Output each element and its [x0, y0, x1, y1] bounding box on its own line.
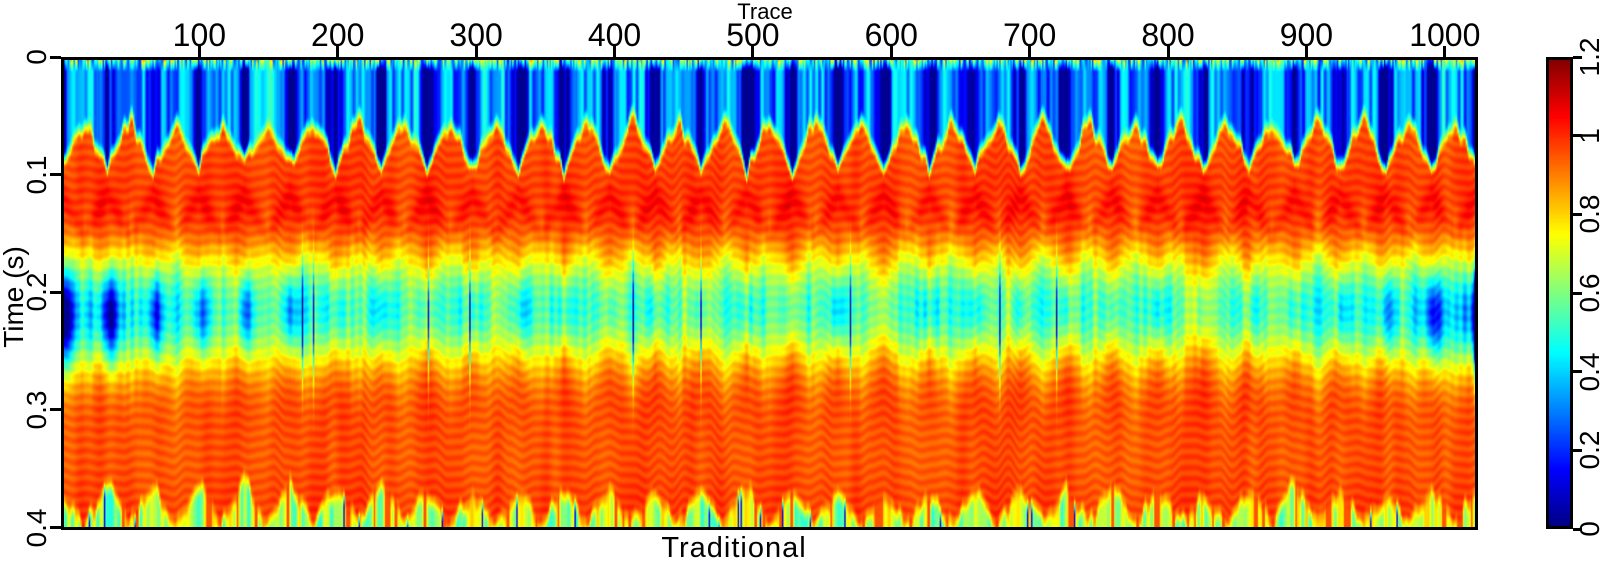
colorbar-tick — [1573, 291, 1582, 295]
x-axis-tick — [1304, 46, 1308, 57]
y-axis-tick — [50, 408, 61, 412]
x-axis-tick-label: 400 — [587, 17, 642, 53]
x-axis-title: Trace — [737, 0, 793, 24]
x-axis-tick-label: 300 — [449, 17, 503, 53]
x-axis-tick-label: 800 — [1141, 17, 1195, 53]
colorbar-tick-label: 1.2 — [1574, 37, 1600, 77]
colorbar-tick — [1573, 55, 1582, 59]
x-axis-tick — [1443, 46, 1447, 57]
colorbar-tick — [1573, 370, 1582, 374]
chart-title: Traditional — [661, 532, 807, 564]
heatmap-canvas — [61, 57, 1478, 530]
x-axis-tick — [1028, 46, 1032, 57]
y-axis-tick-label: 0.3 — [21, 390, 52, 430]
y-axis-tick — [50, 173, 61, 177]
colorbar-tick-label: 0 — [1574, 521, 1600, 537]
y-axis-tick-label: 0 — [21, 49, 52, 65]
y-axis-tick — [50, 290, 61, 294]
colorbar-tick-label: 0.4 — [1574, 352, 1600, 392]
colorbar-tick-label: 0.6 — [1574, 273, 1600, 313]
colorbar-tick — [1573, 448, 1582, 452]
colorbar-canvas — [1546, 57, 1573, 529]
colorbar-tick-label: 0.8 — [1574, 194, 1600, 234]
x-axis-tick-label: 100 — [172, 17, 227, 53]
x-axis-tick — [336, 46, 340, 57]
colorbar-tick-label: 0.2 — [1574, 430, 1600, 470]
x-axis-tick — [751, 46, 755, 57]
colorbar-tick — [1573, 527, 1582, 531]
x-axis-tick-label: 500 — [726, 17, 780, 53]
y-axis-tick-label: 0.2 — [21, 272, 52, 312]
x-axis-tick-label: 700 — [1002, 17, 1057, 53]
x-axis-tick — [889, 46, 893, 57]
x-axis-tick — [613, 46, 617, 57]
y-axis-tick-label: 0.1 — [21, 155, 52, 195]
x-axis-tick-label: 600 — [864, 17, 918, 53]
y-axis-tick-label: 0.4 — [21, 508, 52, 548]
y-axis-tick — [50, 55, 61, 59]
colorbar-tick — [1573, 212, 1582, 216]
x-axis-tick-label: 200 — [311, 17, 365, 53]
x-axis-tick-label: 1000 — [1409, 17, 1481, 53]
x-axis-tick — [1166, 46, 1170, 57]
x-axis-tick — [197, 46, 201, 57]
x-axis-tick — [474, 46, 478, 57]
y-axis-tick — [50, 526, 61, 530]
colorbar-tick — [1573, 134, 1582, 138]
x-axis-tick-label: 900 — [1279, 17, 1334, 53]
colorbar-tick-label: 1 — [1574, 128, 1600, 144]
